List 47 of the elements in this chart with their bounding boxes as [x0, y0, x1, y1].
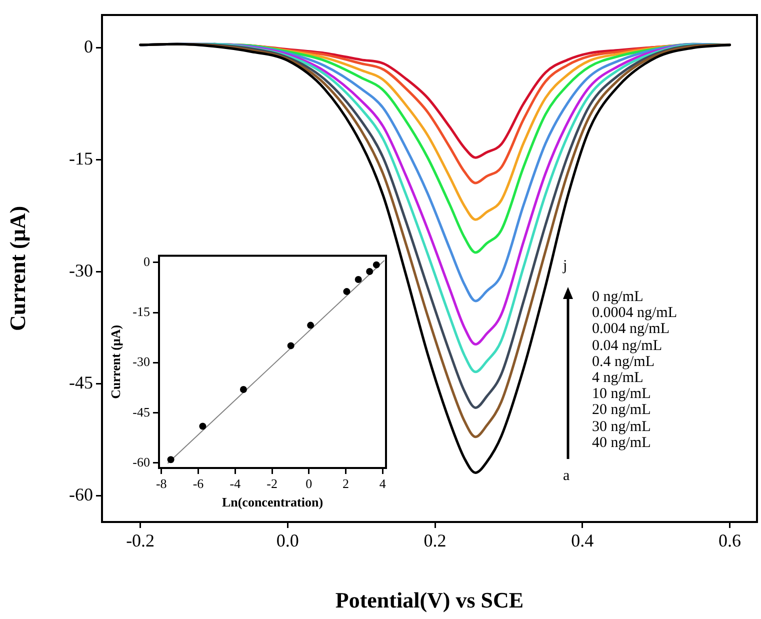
x-tick-label: 0.4 — [571, 530, 594, 551]
y-axis-title: Current (μA) — [4, 206, 30, 332]
annotation: 20 ng/mL — [592, 402, 651, 418]
x-tick-label: -8 — [156, 476, 167, 492]
y-axis-title: Current (μA) — [108, 324, 124, 399]
x-tick-label: 0.6 — [718, 530, 741, 551]
point — [199, 422, 206, 430]
point — [366, 268, 374, 276]
y-tick-label: -15 — [132, 304, 150, 320]
annotation: 10 ng/mL — [592, 386, 651, 402]
y-tick-label: -45 — [69, 372, 93, 393]
annotation: 0.0004 ng/mL — [592, 305, 677, 322]
x-tick-label: -2 — [266, 476, 278, 492]
point — [372, 261, 380, 268]
x-tick-label: 4 — [379, 476, 386, 492]
x-tick-label: -0.2 — [126, 530, 155, 551]
x-tick-label: -6 — [192, 476, 204, 492]
x-tick-label: 2 — [342, 476, 350, 492]
x-tick-label: 0.2 — [424, 530, 446, 551]
y-tick-label: 0 — [84, 36, 93, 57]
x-axis-title: Ln(concentration) — [222, 494, 324, 510]
annotation: a — [563, 468, 570, 484]
point — [167, 456, 174, 464]
annotation: 0.004 ng/mL — [592, 321, 670, 338]
annotation: 40 ng/mL — [592, 434, 651, 451]
annotation: j — [563, 258, 568, 274]
point — [343, 288, 350, 296]
point — [240, 386, 247, 393]
y-tick-label: -60 — [69, 484, 93, 505]
point — [287, 342, 294, 350]
annotation: 4 ng/mL — [592, 370, 644, 386]
point — [354, 276, 362, 284]
y-tick-label: -45 — [132, 404, 150, 420]
y-tick-label: 0 — [144, 254, 150, 269]
annotation: 0 ng/mL — [592, 289, 644, 305]
point — [307, 322, 314, 329]
x-axis-title: Potential(V) vs SCE — [335, 587, 524, 612]
x-tick-label: 0.0 — [276, 530, 299, 551]
annotation: 0.4 ng/mL — [592, 354, 654, 370]
annotation: 30 ng/mL — [592, 418, 651, 435]
x-tick-label: -4 — [230, 476, 242, 492]
y-tick-label: -60 — [132, 454, 150, 470]
annotation: 0.04 ng/mL — [592, 338, 662, 354]
y-tick-label: -30 — [69, 260, 93, 281]
y-tick-label: -15 — [69, 148, 93, 169]
x-tick-label: 0 — [306, 476, 312, 492]
y-tick-label: -30 — [132, 354, 150, 370]
